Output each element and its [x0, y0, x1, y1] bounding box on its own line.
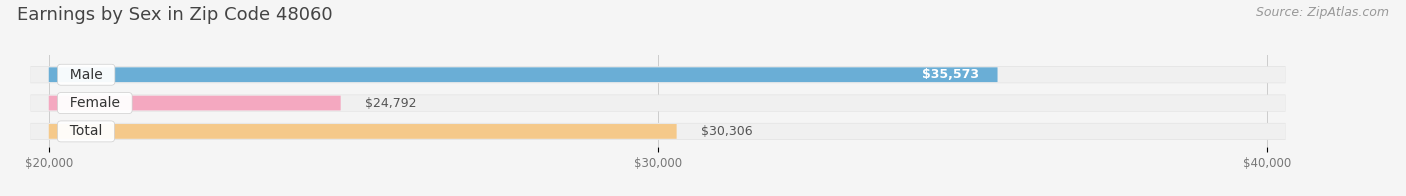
FancyBboxPatch shape — [49, 124, 676, 139]
FancyBboxPatch shape — [49, 67, 997, 82]
Text: Total: Total — [60, 124, 111, 138]
Text: Earnings by Sex in Zip Code 48060: Earnings by Sex in Zip Code 48060 — [17, 6, 332, 24]
FancyBboxPatch shape — [31, 95, 1285, 111]
FancyBboxPatch shape — [31, 94, 1285, 112]
Text: $30,306: $30,306 — [702, 125, 752, 138]
Text: Source: ZipAtlas.com: Source: ZipAtlas.com — [1256, 6, 1389, 19]
FancyBboxPatch shape — [31, 123, 1285, 140]
FancyBboxPatch shape — [31, 67, 1285, 83]
Text: Male: Male — [60, 68, 111, 82]
FancyBboxPatch shape — [31, 123, 1285, 139]
Text: Female: Female — [60, 96, 129, 110]
Text: $35,573: $35,573 — [922, 68, 979, 81]
FancyBboxPatch shape — [49, 96, 340, 110]
FancyBboxPatch shape — [31, 66, 1285, 83]
Text: $24,792: $24,792 — [366, 97, 416, 110]
